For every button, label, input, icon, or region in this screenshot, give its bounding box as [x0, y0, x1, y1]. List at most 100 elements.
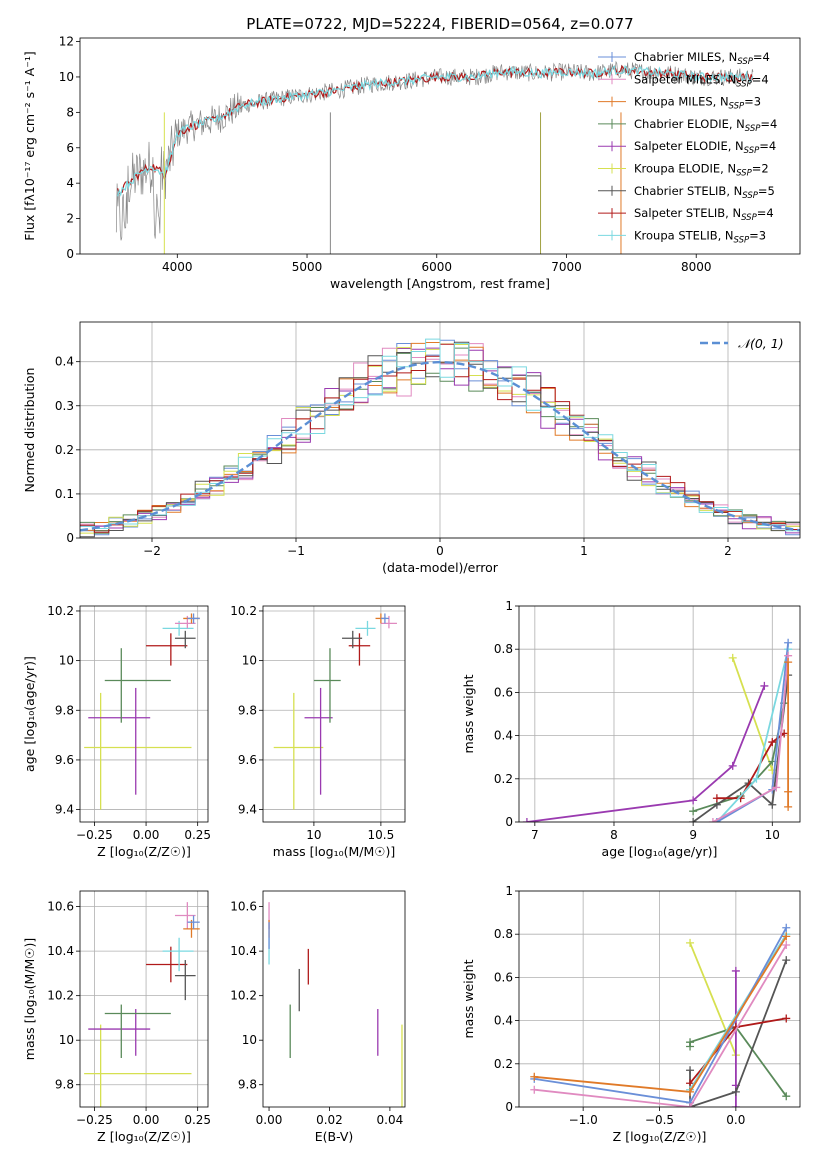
plot-area-residuals — [80, 338, 800, 538]
legend-label-main: Chabrier STELIB, N — [634, 184, 742, 198]
weight-marker — [686, 1066, 695, 1075]
x-tick-label: −2 — [143, 544, 161, 558]
chart-age_vs_mass: 10 10.5 9.4 9.6 9.8 10 10.2 mass [log₁₀(M/M☉)] — [230, 604, 406, 859]
weight-marker — [530, 1085, 539, 1094]
weight-line — [534, 935, 788, 1093]
y-tick-label: 9.8 — [238, 703, 257, 717]
chart-age_vs_Z: −0.25 0.00 0.25 9.4 9.6 9.8 10 10.2 Z [log₁₀(Z/Z… — [22, 604, 211, 859]
x-tick-label: 0.25 — [184, 1113, 211, 1127]
figure-title: PLATE=0722, MJD=52224, FIBERID=0564, z=0… — [246, 15, 633, 33]
legend-label-subscript: SSP — [736, 169, 752, 179]
axes-frame — [262, 890, 406, 1108]
legend-label-suffix: =4 — [753, 50, 770, 64]
y-tick-label: 9.4 — [238, 803, 257, 817]
axes-frame — [262, 605, 406, 823]
legend-label: Kroupa STELIB, NSSP=3 — [634, 228, 766, 245]
weight-marker — [728, 653, 737, 662]
weight-marker — [686, 938, 695, 947]
x-tick-label: 10 — [765, 828, 780, 842]
y-axis-label: Normed distribution — [22, 368, 37, 493]
chart-mass_vs_Z: −0.25 0.00 0.25 9.8 10 10.2 10.4 10.6 Z [log₁₀(Z… — [22, 890, 211, 1144]
y-tick-label: 10 — [242, 654, 257, 668]
legend-label-subscript: SSP — [742, 191, 758, 201]
y-tick-label: 0.2 — [494, 772, 513, 786]
y-tick-label: 8 — [66, 105, 74, 119]
legend-label-main: Chabrier MILES, N — [634, 50, 737, 64]
y-tick-label: 10 — [242, 1033, 257, 1047]
x-tick-label: −1.0 — [569, 1113, 598, 1127]
legend-label: Salpeter STELIB, NSSP=4 — [634, 206, 774, 223]
y-tick-label: 0.6 — [494, 970, 513, 984]
y-axis-label: age [log₁₀(age/yr)] — [22, 656, 37, 772]
weight-marker — [772, 783, 781, 792]
legend-label-subscript: SSP — [745, 124, 761, 134]
weight-marker — [689, 807, 698, 816]
y-tick-label: 9.8 — [238, 1078, 257, 1092]
y-tick-label: 0 — [505, 1100, 513, 1114]
weight-marker — [522, 818, 531, 822]
y-tick-label: 2 — [66, 212, 74, 226]
y-tick-label: 0.2 — [494, 1057, 513, 1071]
y-tick-label: 10.6 — [230, 900, 257, 914]
y-tick-label: 10.2 — [47, 604, 74, 618]
y-tick-label: 9.8 — [55, 703, 74, 717]
y-tick-label: 1 — [505, 599, 513, 613]
y-axis-label: Flux [fλ10⁻¹⁷ erg cm⁻² s⁻¹ A⁻¹] — [22, 51, 37, 240]
y-tick-label: 9.6 — [55, 753, 74, 767]
chart-mass_weight_vs_Z: −1.0 −0.5 0.0 0 0.2 0.4 0.6 0.8 1 Z [log₁₀(Z/Z☉)]… — [461, 884, 801, 1144]
y-tick-label: 0.6 — [494, 685, 513, 699]
y-tick-label: 6 — [66, 141, 74, 155]
plot-area-mass_vs_Z — [84, 902, 200, 1107]
weight-line — [534, 927, 788, 1104]
x-tick-label: 0.25 — [184, 828, 211, 842]
legend-label-main: Kroupa STELIB, N — [634, 228, 734, 242]
weight-marker — [784, 802, 793, 811]
legend-label-suffix: =5 — [758, 184, 775, 198]
legend-label-suffix: =3 — [749, 228, 766, 242]
y-tick-label: 10 — [59, 1033, 74, 1047]
weight-line — [689, 1017, 787, 1084]
normal-curve — [80, 360, 800, 532]
weight-marker — [782, 941, 791, 949]
x-tick-label: 8 — [610, 828, 618, 842]
model-spectrum — [117, 64, 754, 197]
legend-label: Chabrier STELIB, NSSP=5 — [634, 184, 775, 201]
legend-label-main: Salpeter ELODIE, N — [634, 139, 744, 153]
y-tick-label: 12 — [59, 35, 74, 49]
weight-line — [689, 942, 737, 1056]
x-axis-label: wavelength [Angstrom, rest frame] — [330, 276, 550, 291]
x-tick-label: 0.04 — [377, 1113, 404, 1127]
legend-label: 𝒩(0, 1) — [738, 336, 784, 351]
x-tick-label: −0.25 — [76, 1113, 113, 1127]
weight-marker — [712, 794, 721, 803]
y-tick-label: 0.1 — [55, 487, 74, 501]
weight-marker — [689, 796, 698, 805]
legend-label: Kroupa MILES, NSSP=3 — [634, 95, 761, 112]
legend-label-suffix: =2 — [752, 162, 769, 176]
weight-marker — [686, 1103, 695, 1107]
plot-area-mass_weight_vs_age — [522, 638, 793, 822]
x-tick-label: 0.02 — [316, 1113, 343, 1127]
histogram-step — [80, 338, 800, 532]
weight-marker — [782, 956, 791, 965]
axes-frame — [518, 890, 801, 1108]
y-tick-label: 0.4 — [494, 729, 513, 743]
y-tick-label: 1 — [505, 884, 513, 898]
x-tick-label: 0.00 — [256, 1113, 283, 1127]
weight-marker — [782, 923, 791, 932]
plot-area-age_vs_Z — [84, 613, 200, 810]
legend-label-suffix: =4 — [759, 139, 776, 153]
plot-area-age_vs_mass — [273, 613, 397, 810]
y-tick-label: 0 — [66, 247, 74, 261]
weight-marker — [530, 1072, 539, 1081]
x-tick-label: −1 — [287, 544, 305, 558]
legend-label: Chabrier ELODIE, NSSP=4 — [634, 117, 777, 134]
legend-label-main: Kroupa MILES, N — [634, 95, 729, 109]
plot-area-mass_vs_ebv — [268, 902, 403, 1107]
x-axis-label: age [log₁₀(age/yr)] — [602, 844, 718, 859]
x-tick-label: −0.25 — [76, 828, 113, 842]
y-tick-label: 0 — [66, 531, 74, 545]
legend-label-main: Chabrier ELODIE, N — [634, 117, 745, 131]
